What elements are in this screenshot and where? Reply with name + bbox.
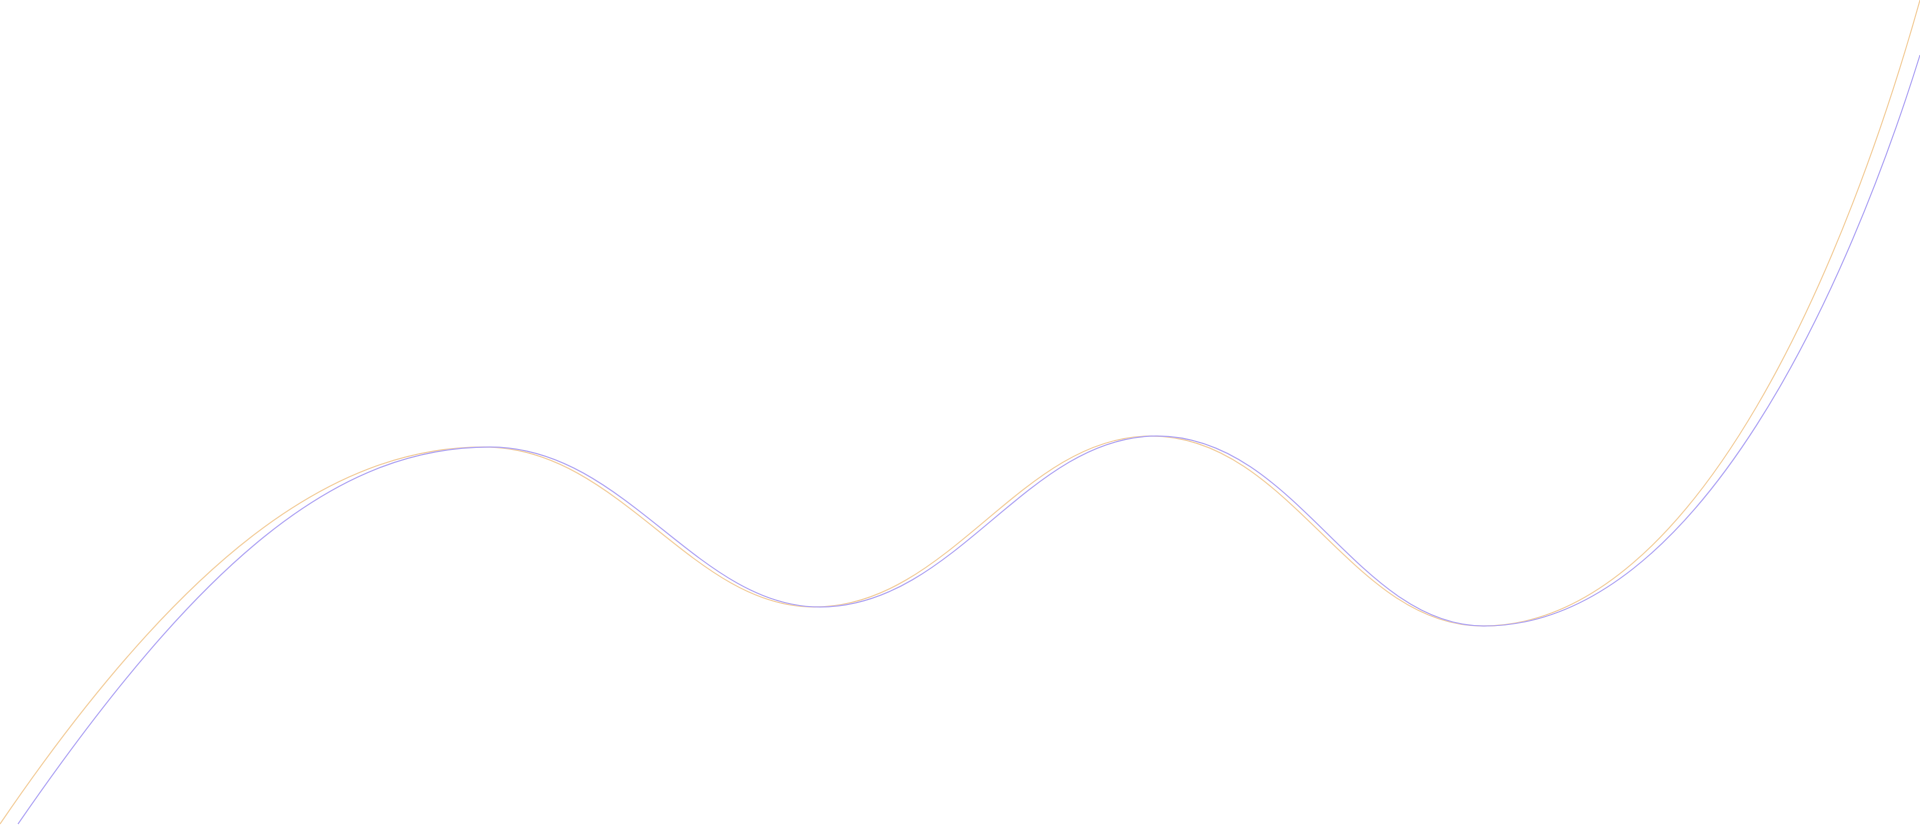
purple-wave (17, 54, 1920, 825)
